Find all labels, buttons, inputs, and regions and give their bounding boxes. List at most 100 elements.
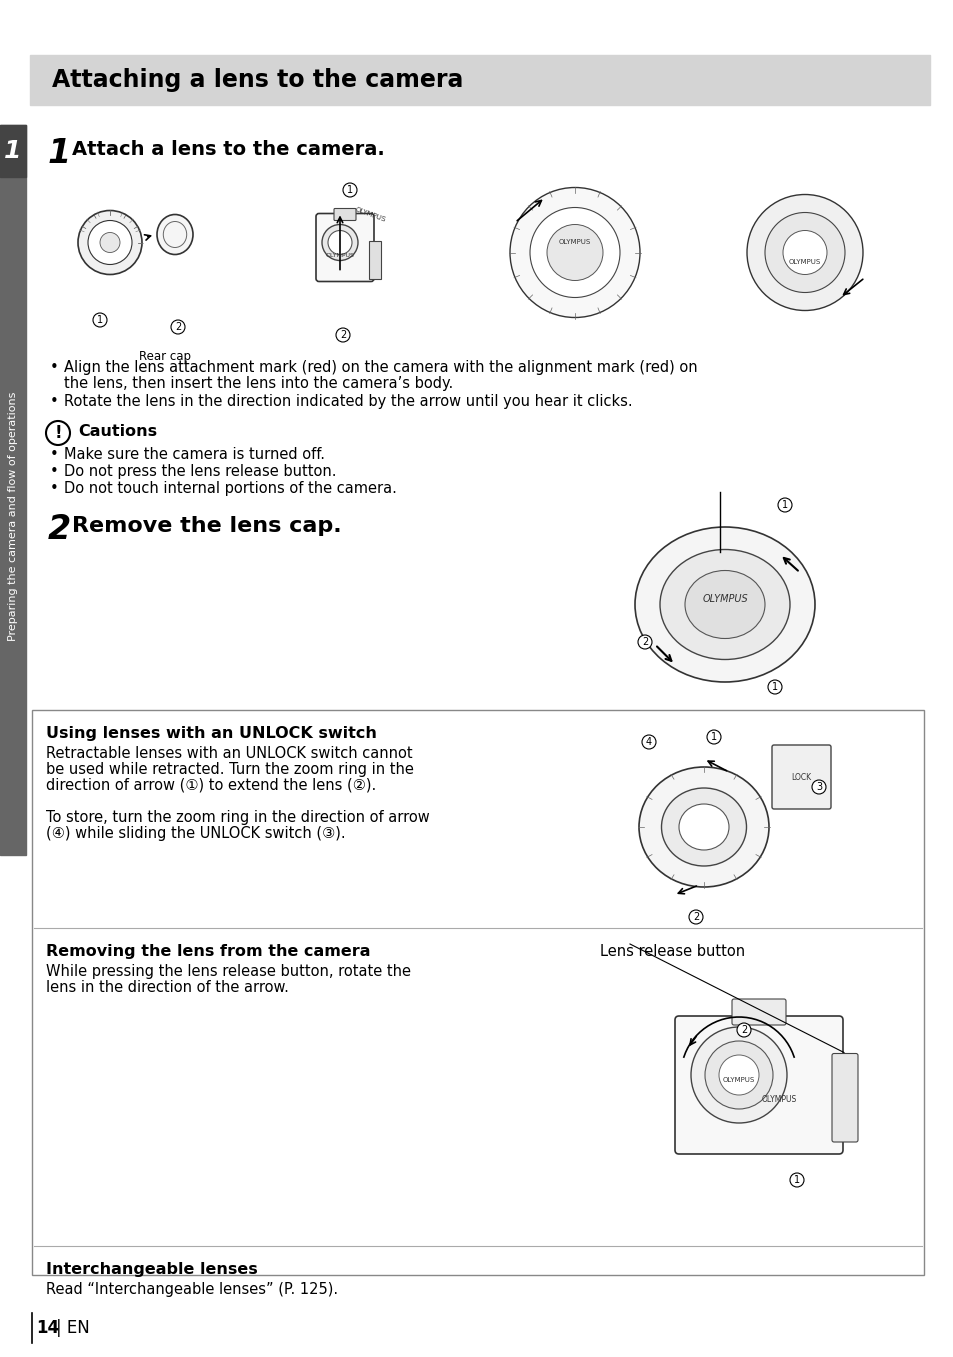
Text: Rear cap: Rear cap bbox=[139, 350, 191, 364]
Text: Retractable lenses with an UNLOCK switch cannot: Retractable lenses with an UNLOCK switch… bbox=[46, 746, 413, 761]
Text: Read “Interchangeable lenses” (P. 125).: Read “Interchangeable lenses” (P. 125). bbox=[46, 1282, 337, 1297]
Text: 1: 1 bbox=[347, 185, 353, 195]
Circle shape bbox=[789, 1172, 803, 1187]
Circle shape bbox=[690, 1027, 786, 1124]
Text: •: • bbox=[50, 480, 59, 497]
Circle shape bbox=[719, 1054, 759, 1095]
Circle shape bbox=[78, 210, 142, 274]
Bar bbox=[0, 125, 26, 855]
Text: Align the lens attachment mark (red) on the camera with the alignment mark (red): Align the lens attachment mark (red) on … bbox=[64, 360, 697, 375]
Circle shape bbox=[704, 1041, 772, 1109]
Text: 1: 1 bbox=[5, 138, 22, 163]
Bar bbox=[369, 242, 380, 278]
Circle shape bbox=[88, 220, 132, 265]
Text: •: • bbox=[50, 360, 59, 375]
Text: Removing the lens from the camera: Removing the lens from the camera bbox=[46, 944, 370, 959]
Text: •: • bbox=[50, 464, 59, 479]
Text: LOCK: LOCK bbox=[790, 772, 810, 782]
Text: 2: 2 bbox=[48, 513, 71, 546]
Text: Lens release button: Lens release button bbox=[599, 944, 744, 959]
Circle shape bbox=[510, 187, 639, 318]
Circle shape bbox=[546, 224, 602, 281]
Circle shape bbox=[46, 421, 70, 445]
Bar bbox=[0, 125, 26, 176]
Text: 2: 2 bbox=[641, 636, 647, 647]
FancyBboxPatch shape bbox=[315, 213, 374, 281]
Circle shape bbox=[641, 735, 656, 749]
FancyBboxPatch shape bbox=[831, 1053, 857, 1143]
Circle shape bbox=[811, 780, 825, 794]
Text: OLYMPUS: OLYMPUS bbox=[558, 239, 591, 246]
Text: Rotate the lens in the direction indicated by the arrow until you hear it clicks: Rotate the lens in the direction indicat… bbox=[64, 394, 632, 408]
Ellipse shape bbox=[635, 527, 814, 683]
Text: Using lenses with an UNLOCK switch: Using lenses with an UNLOCK switch bbox=[46, 726, 376, 741]
Text: be used while retracted. Turn the zoom ring in the: be used while retracted. Turn the zoom r… bbox=[46, 763, 414, 778]
Circle shape bbox=[530, 208, 619, 297]
Text: direction of arrow (①) to extend the lens (②).: direction of arrow (①) to extend the len… bbox=[46, 778, 375, 792]
Ellipse shape bbox=[157, 214, 193, 255]
Ellipse shape bbox=[684, 570, 764, 639]
Text: OLYMPUS: OLYMPUS bbox=[722, 1077, 755, 1083]
Circle shape bbox=[322, 224, 357, 261]
Text: !: ! bbox=[54, 423, 62, 442]
Text: While pressing the lens release button, rotate the: While pressing the lens release button, … bbox=[46, 963, 411, 978]
Circle shape bbox=[778, 498, 791, 512]
Text: 1: 1 bbox=[793, 1175, 800, 1185]
Text: •: • bbox=[50, 394, 59, 408]
Text: Cautions: Cautions bbox=[78, 423, 157, 440]
Ellipse shape bbox=[659, 550, 789, 660]
Ellipse shape bbox=[679, 803, 728, 849]
Circle shape bbox=[100, 232, 120, 252]
Text: 2: 2 bbox=[692, 912, 699, 921]
Text: 1: 1 bbox=[781, 499, 787, 510]
Text: OLYMPUS: OLYMPUS bbox=[325, 252, 355, 258]
Bar bbox=[30, 56, 929, 104]
Text: OLYMPUS: OLYMPUS bbox=[760, 1095, 796, 1105]
Text: 14: 14 bbox=[36, 1319, 59, 1337]
Text: Make sure the camera is turned off.: Make sure the camera is turned off. bbox=[64, 446, 325, 461]
Circle shape bbox=[764, 213, 844, 293]
FancyBboxPatch shape bbox=[731, 999, 785, 1025]
Text: Attach a lens to the camera.: Attach a lens to the camera. bbox=[71, 140, 384, 159]
Circle shape bbox=[343, 183, 356, 197]
Text: 1: 1 bbox=[771, 683, 778, 692]
Text: (④) while sliding the UNLOCK switch (③).: (④) while sliding the UNLOCK switch (③). bbox=[46, 826, 345, 841]
Circle shape bbox=[746, 194, 862, 311]
Text: OLYMPUS: OLYMPUS bbox=[788, 259, 821, 266]
Circle shape bbox=[688, 911, 702, 924]
Text: 1: 1 bbox=[48, 137, 71, 170]
Text: Interchangeable lenses: Interchangeable lenses bbox=[46, 1262, 257, 1277]
Circle shape bbox=[171, 320, 185, 334]
Text: 2: 2 bbox=[339, 330, 346, 341]
Text: 2: 2 bbox=[740, 1025, 746, 1035]
Text: Remove the lens cap.: Remove the lens cap. bbox=[71, 516, 341, 536]
Text: the lens, then insert the lens into the camera’s body.: the lens, then insert the lens into the … bbox=[64, 376, 453, 391]
Circle shape bbox=[335, 328, 350, 342]
Text: 3: 3 bbox=[815, 782, 821, 792]
Text: Attaching a lens to the camera: Attaching a lens to the camera bbox=[52, 68, 463, 92]
Text: •: • bbox=[50, 446, 59, 461]
Text: 1: 1 bbox=[710, 731, 717, 742]
Text: lens in the direction of the arrow.: lens in the direction of the arrow. bbox=[46, 980, 289, 995]
FancyBboxPatch shape bbox=[771, 745, 830, 809]
Text: Preparing the camera and flow of operations: Preparing the camera and flow of operati… bbox=[8, 391, 18, 641]
Text: | EN: | EN bbox=[56, 1319, 90, 1337]
Bar bbox=[32, 710, 923, 1276]
FancyBboxPatch shape bbox=[675, 1016, 842, 1153]
Circle shape bbox=[782, 231, 826, 274]
Text: 1: 1 bbox=[97, 315, 103, 324]
Circle shape bbox=[92, 313, 107, 327]
Circle shape bbox=[706, 730, 720, 744]
FancyBboxPatch shape bbox=[334, 209, 355, 220]
Circle shape bbox=[737, 1023, 750, 1037]
Ellipse shape bbox=[639, 767, 768, 887]
Text: OLYMPUS: OLYMPUS bbox=[701, 594, 747, 604]
Text: OLYMPUS: OLYMPUS bbox=[354, 206, 386, 224]
Circle shape bbox=[767, 680, 781, 693]
Text: Do not touch internal portions of the camera.: Do not touch internal portions of the ca… bbox=[64, 480, 396, 497]
Text: 2: 2 bbox=[174, 322, 181, 332]
Ellipse shape bbox=[660, 788, 745, 866]
Text: To store, turn the zoom ring in the direction of arrow: To store, turn the zoom ring in the dire… bbox=[46, 810, 429, 825]
Text: 4: 4 bbox=[645, 737, 652, 746]
Circle shape bbox=[328, 231, 352, 255]
